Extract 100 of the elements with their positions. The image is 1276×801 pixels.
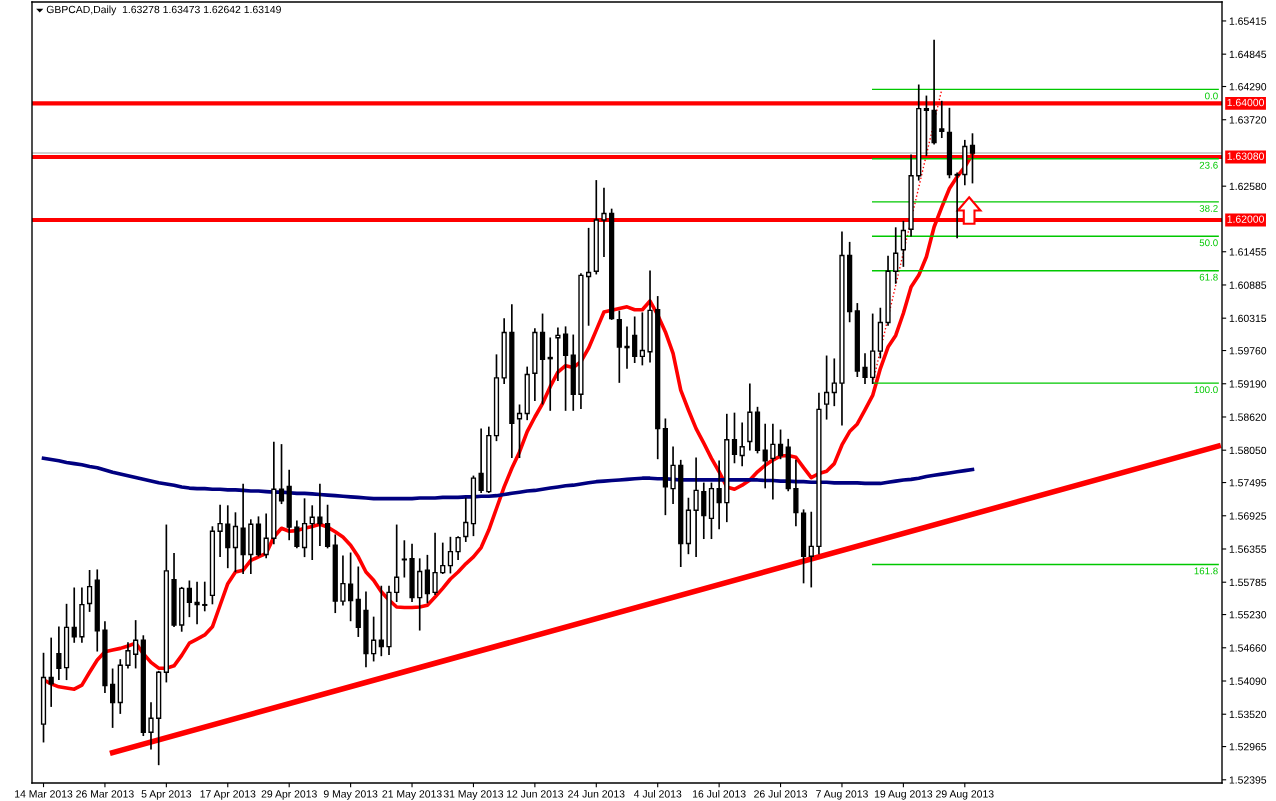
candlestick xyxy=(394,524,400,602)
x-tick-label: 4 Jul 2013 xyxy=(633,789,682,798)
candlestick xyxy=(716,460,722,530)
y-tick-label: 1.52395 xyxy=(1229,776,1267,784)
candlestick xyxy=(585,227,592,326)
y-tick-label: 1.53520 xyxy=(1229,710,1267,719)
series-label: 61.8 xyxy=(1199,273,1218,281)
candlestick xyxy=(632,316,638,364)
candlestick xyxy=(278,444,285,505)
ref-line-label: 1.62000 xyxy=(1227,215,1265,223)
y-tick-label: 1.59760 xyxy=(1229,347,1267,355)
candlestick xyxy=(317,483,323,547)
y-tick-label: 1.52965 xyxy=(1229,743,1267,751)
candlestick xyxy=(516,404,523,459)
y-tick-label: 1.54660 xyxy=(1229,644,1267,652)
candlestick xyxy=(770,423,776,500)
candlestick xyxy=(294,520,300,549)
candlestick xyxy=(347,552,354,622)
candlestick xyxy=(547,337,553,411)
y-tick-label: 1.60315 xyxy=(1229,314,1267,323)
y-tick-label: 1.64290 xyxy=(1229,83,1267,91)
x-tick-label: 29 Apr 2013 xyxy=(261,790,317,800)
series-label: 0.0 xyxy=(1205,92,1218,100)
y-tick-label: 1.57495 xyxy=(1229,479,1267,487)
x-tick-label: 14 Mar 2013 xyxy=(15,790,73,798)
x-tick-label: 24 Jun 2013 xyxy=(568,790,625,798)
chart-title: GBPCAD,Daily 1.63278 1.63473 1.62642 1.63149 xyxy=(46,5,281,16)
candlestick xyxy=(232,512,239,573)
ref-line-label: 1.64000 xyxy=(1227,98,1265,107)
candlestick xyxy=(71,587,77,643)
candlestick xyxy=(639,312,645,366)
series-label: 50.0 xyxy=(1199,239,1218,247)
candlestick xyxy=(301,498,308,558)
candlestick xyxy=(401,540,407,578)
candlestick xyxy=(202,581,208,612)
candlestick xyxy=(693,457,699,558)
candlestick xyxy=(762,423,768,489)
y-tick-label: 1.55785 xyxy=(1229,578,1267,587)
candlestick xyxy=(109,668,116,728)
y-tick-label: 1.56355 xyxy=(1229,545,1267,553)
candlestick xyxy=(701,482,707,540)
candlestick xyxy=(309,505,315,561)
candlestick xyxy=(793,459,799,527)
series-label: 38.2 xyxy=(1199,204,1218,212)
candlestick xyxy=(555,327,561,382)
candlestick xyxy=(562,326,569,411)
candlestick xyxy=(969,133,976,184)
x-tick-label: 16 Jul 2013 xyxy=(692,789,746,798)
candlestick xyxy=(893,227,899,284)
y-tick-label: 1.54090 xyxy=(1229,677,1267,685)
y-tick-label: 1.60885 xyxy=(1229,281,1267,289)
candlestick xyxy=(463,497,469,542)
candlestick xyxy=(194,581,200,625)
candlestick xyxy=(340,555,346,606)
x-tick-label: 17 Apr 2013 xyxy=(200,790,256,800)
candlestick xyxy=(440,542,446,575)
candlestick xyxy=(186,580,193,618)
y-tick-label: 1.58620 xyxy=(1229,413,1267,421)
x-tick-label: 7 Aug 2013 xyxy=(816,790,868,800)
candlestick xyxy=(432,532,438,595)
candlestick xyxy=(831,358,837,407)
candlestick xyxy=(808,511,814,588)
x-tick-label: 29 Aug 2013 xyxy=(936,790,994,800)
candlestick xyxy=(601,187,607,257)
candlestick xyxy=(900,220,907,267)
y-tick-label: 1.64845 xyxy=(1229,50,1267,59)
y-tick-label: 1.61455 xyxy=(1229,248,1267,256)
x-tick-label: 12 Jun 2013 xyxy=(507,790,564,798)
candlestick xyxy=(939,100,945,139)
candlestick xyxy=(731,412,738,464)
candlestick xyxy=(148,702,154,750)
y-tick-label: 1.55230 xyxy=(1229,611,1267,619)
y-tick-label: 1.58050 xyxy=(1229,446,1267,455)
x-tick-label: 21 May 2013 xyxy=(382,790,442,800)
candlestick xyxy=(624,326,630,369)
candlestick xyxy=(923,95,930,157)
ref-line-label: 1.63080 xyxy=(1227,152,1265,160)
candlestick xyxy=(739,422,745,467)
series-label: 23.6 xyxy=(1199,161,1218,169)
candlestick xyxy=(125,642,131,669)
line-series xyxy=(41,456,975,501)
candlestick xyxy=(225,505,231,569)
series-label: 161.8 xyxy=(1194,567,1218,575)
candlestick xyxy=(424,554,431,604)
y-tick-label: 1.63720 xyxy=(1229,116,1267,124)
x-tick-label: 26 Jul 2013 xyxy=(754,789,808,798)
candlestick xyxy=(371,616,377,662)
candlestick xyxy=(777,429,784,460)
series-label: 100.0 xyxy=(1194,386,1218,394)
y-tick-label: 1.62580 xyxy=(1229,182,1267,191)
x-tick-label: 9 May 2013 xyxy=(323,790,378,800)
x-tick-label: 19 Aug 2013 xyxy=(874,790,933,800)
candlestick xyxy=(86,570,93,612)
candlestick xyxy=(823,355,830,420)
y-tick-label: 1.59190 xyxy=(1229,380,1267,388)
candlestick xyxy=(378,585,384,657)
candlestick xyxy=(670,446,676,505)
candlestick xyxy=(324,504,331,549)
y-tick-label: 1.65415 xyxy=(1229,17,1267,25)
candlestick xyxy=(133,620,139,669)
